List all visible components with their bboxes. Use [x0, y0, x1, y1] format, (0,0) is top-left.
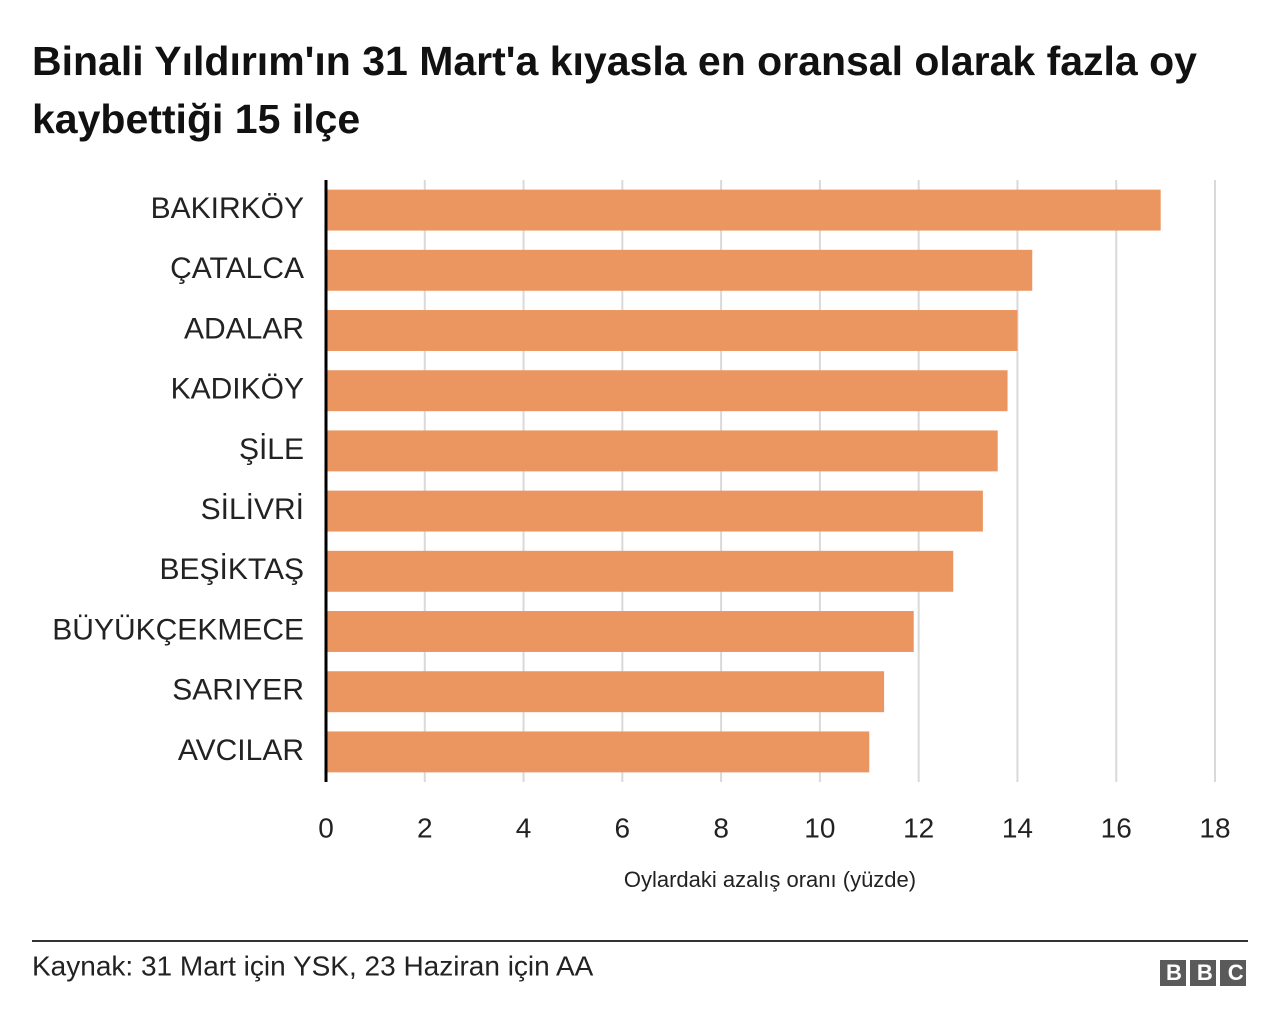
x-tick-label: 10	[804, 812, 835, 843]
bar	[326, 310, 1018, 351]
x-tick-label: 0	[318, 812, 334, 843]
bar	[326, 671, 885, 713]
x-tick-label: 2	[417, 812, 433, 843]
bar	[326, 731, 870, 773]
y-tick-label: SİLİVRİ	[201, 493, 304, 526]
x-axis-label: Oylardaki azalış oranı (yüzde)	[624, 867, 916, 892]
bar	[326, 611, 914, 652]
x-tick-label: 12	[903, 812, 934, 843]
x-tick-label: 18	[1199, 812, 1230, 843]
y-tick-label: ADALAR	[184, 312, 304, 345]
y-tick-label: KADIKÖY	[171, 373, 304, 406]
logo-box	[1160, 960, 1186, 986]
logo-box	[1220, 960, 1246, 986]
y-tick-label: ÇATALCA	[170, 252, 304, 285]
x-tick-label: 14	[1002, 812, 1033, 843]
bar	[326, 249, 1033, 291]
logo: BBC	[1166, 960, 1259, 985]
y-tick-label: AVCILAR	[178, 734, 304, 767]
chart-title: Binali Yıldırım'ın 31 Mart'a kıyasla en …	[32, 38, 1197, 142]
x-tick-label: 16	[1101, 812, 1132, 843]
x-tick-label: 6	[615, 812, 631, 843]
y-tick-label: BAKIRKÖY	[151, 192, 304, 225]
logo-box	[1190, 960, 1216, 986]
y-tick-label: BEŞİKTAŞ	[160, 553, 305, 586]
bar	[326, 370, 1008, 412]
source: Kaynak: 31 Mart için YSK, 23 Haziran içi…	[32, 950, 594, 981]
bar	[326, 550, 954, 592]
y-tick-label: SARIYER	[172, 674, 304, 707]
bar	[326, 490, 983, 532]
bar	[326, 430, 998, 472]
y-tick-label: ŞİLE	[239, 433, 304, 466]
x-tick-label: 8	[713, 812, 729, 843]
x-tick-label: 4	[516, 812, 532, 843]
y-tick-label: BÜYÜKÇEKMECE	[52, 613, 304, 646]
bar	[326, 189, 1161, 231]
